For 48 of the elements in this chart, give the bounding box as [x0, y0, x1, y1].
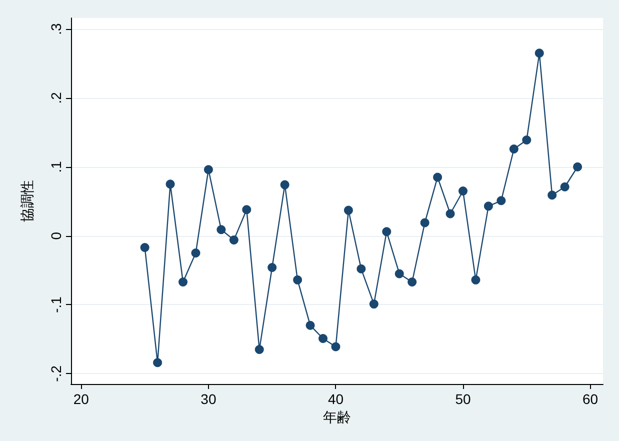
point — [548, 190, 557, 200]
point — [318, 334, 328, 344]
y-tick-label: 0 — [48, 232, 64, 240]
point — [573, 162, 582, 172]
point — [534, 48, 544, 58]
point — [344, 206, 353, 215]
point — [560, 182, 570, 192]
y-tick-label: .2 — [48, 92, 64, 104]
point — [484, 202, 493, 211]
x-axis-title: 年齢 — [323, 410, 351, 426]
point — [458, 186, 468, 196]
x-tick-label: 20 — [73, 391, 90, 407]
point — [242, 205, 252, 214]
point — [216, 225, 226, 234]
point — [293, 275, 302, 284]
point — [191, 248, 200, 258]
point — [178, 277, 188, 286]
y-tick-label: .1 — [48, 160, 64, 173]
point — [356, 264, 366, 274]
point — [522, 136, 532, 144]
point — [268, 263, 277, 272]
point — [509, 144, 518, 154]
point — [280, 180, 290, 190]
point — [420, 218, 430, 228]
y-tick-label: .3 — [48, 22, 64, 35]
point — [166, 180, 175, 189]
point — [496, 196, 506, 206]
y-axis-title: 協調性 — [20, 180, 36, 222]
point — [331, 342, 340, 352]
x-tick-label: 60 — [582, 391, 598, 407]
point — [306, 320, 315, 330]
y-tick-label: -.2 — [48, 365, 64, 382]
point — [446, 209, 455, 218]
point — [394, 269, 404, 278]
point — [433, 172, 442, 182]
point — [254, 345, 264, 354]
point — [204, 165, 213, 174]
point — [153, 358, 162, 368]
x-tick-label: 50 — [455, 391, 471, 407]
point — [229, 235, 238, 244]
point — [382, 227, 392, 236]
point — [369, 300, 378, 309]
point — [471, 275, 480, 284]
x-tick-label: 40 — [328, 391, 344, 407]
point — [140, 243, 150, 252]
point — [408, 277, 417, 286]
y-tick-label: -.1 — [48, 296, 64, 313]
x-tick-label: 30 — [200, 391, 216, 407]
